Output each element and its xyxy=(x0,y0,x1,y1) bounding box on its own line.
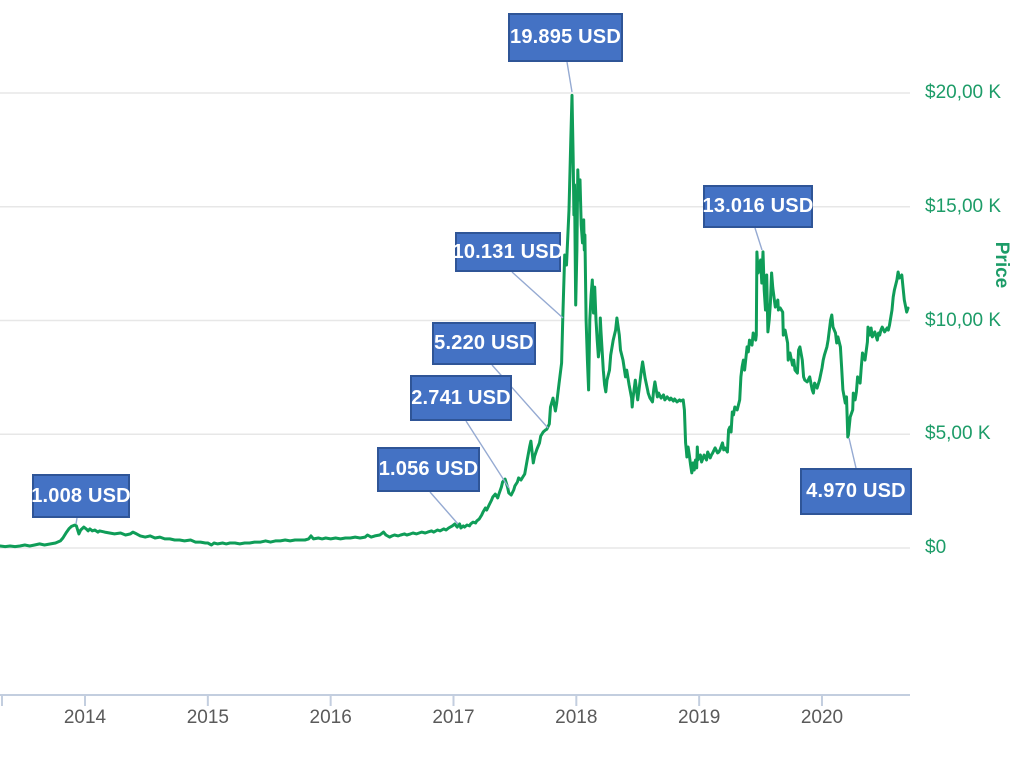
annotation-callout-line xyxy=(566,61,573,93)
y-axis-tick-label: $20,00 K xyxy=(925,82,1002,103)
annotation-callout-line xyxy=(75,517,78,525)
x-axis-tick-label: 2020 xyxy=(800,707,844,728)
annotation-box: 19.895 USD xyxy=(508,13,623,62)
x-axis-tick-label: 2018 xyxy=(555,707,598,728)
y-axis-title: Price xyxy=(991,241,1012,289)
annotation-callout-line xyxy=(754,227,763,251)
annotation-callout-line xyxy=(511,271,564,319)
annotation-box: 4.970 USD xyxy=(800,468,912,515)
annotation-callout-line xyxy=(465,420,510,489)
y-axis-tick-label: $10,00 K xyxy=(925,309,1002,331)
annotation-callout-line xyxy=(429,491,459,525)
y-axis-tick-label: $5,00 K xyxy=(925,423,991,445)
annotation-box: 2.741 USD xyxy=(410,375,512,421)
x-axis-tick-label: 2015 xyxy=(186,707,229,728)
x-axis-tick-label: 2014 xyxy=(63,707,107,728)
y-axis-tick-label: $0 xyxy=(925,537,947,558)
x-axis-tick-label: 2016 xyxy=(309,707,352,728)
annotation-box: 13.016 USD xyxy=(703,185,813,228)
annotation-callout-line xyxy=(848,437,857,469)
annotation-box: 1.008 USD xyxy=(31,474,131,518)
annotation-box: 1.056 USD xyxy=(377,447,480,492)
price-line-series xyxy=(0,93,910,549)
annotation-box: 5.220 USD xyxy=(432,322,536,365)
x-axis-tick-label: 2017 xyxy=(432,707,475,728)
y-axis-tick-label: $15,00 K xyxy=(925,195,1002,217)
x-axis-tick-label: 2019 xyxy=(678,707,721,728)
annotation-box: 10.131 USD xyxy=(453,232,563,272)
